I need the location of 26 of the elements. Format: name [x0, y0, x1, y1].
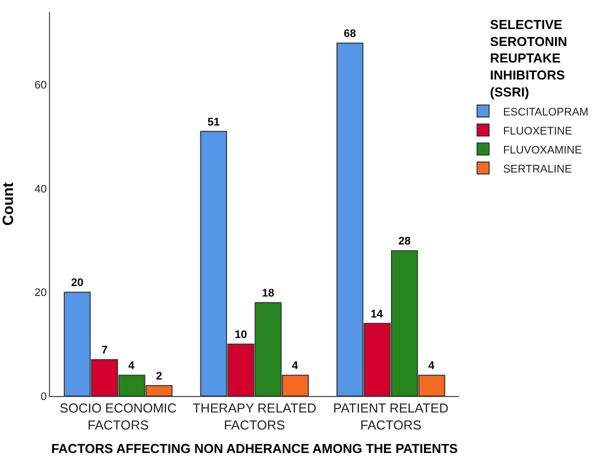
data-label: 28 — [398, 236, 411, 248]
legend-label: FLUVOXAMINE — [503, 144, 582, 156]
data-label: 20 — [71, 277, 84, 290]
legend-label: ESCITALOPRAM — [503, 106, 588, 118]
data-label: 10 — [234, 329, 247, 342]
data-label: 18 — [262, 288, 274, 300]
legend-label: SERTRALINE — [503, 163, 572, 176]
legend-label: FLUOXETINE — [503, 125, 572, 138]
data-label: 68 — [344, 28, 356, 40]
x-tick-label: THERAPY RELATED FACTORS — [192, 400, 316, 432]
legend-title: SELECTIVE SEROTONIN REUPTAKE INHIBITORS (SSRI) — [490, 16, 568, 100]
x-tick-label: SOCIO ECONOMIC FACTORS — [60, 400, 177, 432]
y-tick-label: 0 — [40, 390, 47, 403]
data-label: 7 — [101, 344, 108, 357]
y-tick-label: 60 — [34, 80, 47, 92]
data-label: 4 — [128, 360, 136, 372]
data-label: 2 — [156, 370, 162, 383]
y-tick-label: 20 — [34, 287, 47, 300]
data-label: 4 — [292, 360, 299, 372]
x-axis-title: FACTORS AFFECTING NON ADHERANCE AMONG THE PATIENTS — [51, 441, 458, 456]
x-tick-label: PATIENT RELATED FACTORS — [333, 400, 448, 432]
y-tick-label: 40 — [34, 183, 47, 196]
data-label: 14 — [370, 308, 384, 320]
data-label: 4 — [428, 360, 436, 372]
y-axis-title: Count — [0, 182, 17, 226]
data-label: 51 — [207, 116, 220, 128]
